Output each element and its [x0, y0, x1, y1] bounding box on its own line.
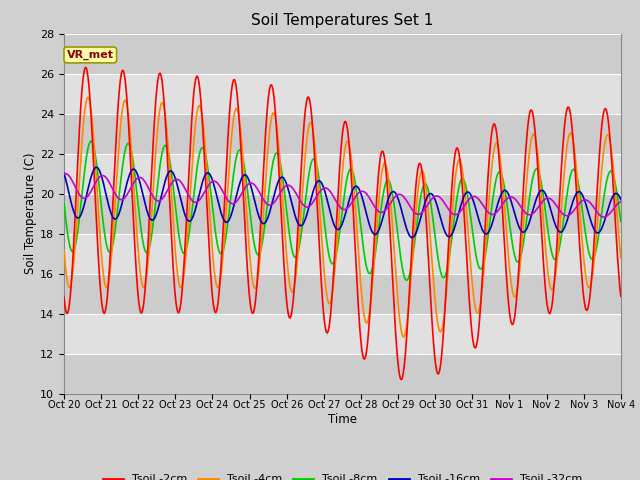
Bar — [64, 114, 621, 154]
Bar — [64, 34, 621, 73]
Bar — [64, 234, 621, 274]
Text: VR_met: VR_met — [67, 50, 114, 60]
Legend: Tsoil -2cm, Tsoil -4cm, Tsoil -8cm, Tsoil -16cm, Tsoil -32cm: Tsoil -2cm, Tsoil -4cm, Tsoil -8cm, Tsoi… — [99, 470, 586, 480]
Bar — [64, 313, 621, 354]
Bar — [64, 193, 621, 234]
Bar — [64, 154, 621, 193]
Bar — [64, 73, 621, 114]
Bar — [64, 354, 621, 394]
Bar — [64, 274, 621, 313]
Title: Soil Temperatures Set 1: Soil Temperatures Set 1 — [252, 13, 433, 28]
X-axis label: Time: Time — [328, 413, 357, 426]
Y-axis label: Soil Temperature (C): Soil Temperature (C) — [24, 153, 37, 275]
